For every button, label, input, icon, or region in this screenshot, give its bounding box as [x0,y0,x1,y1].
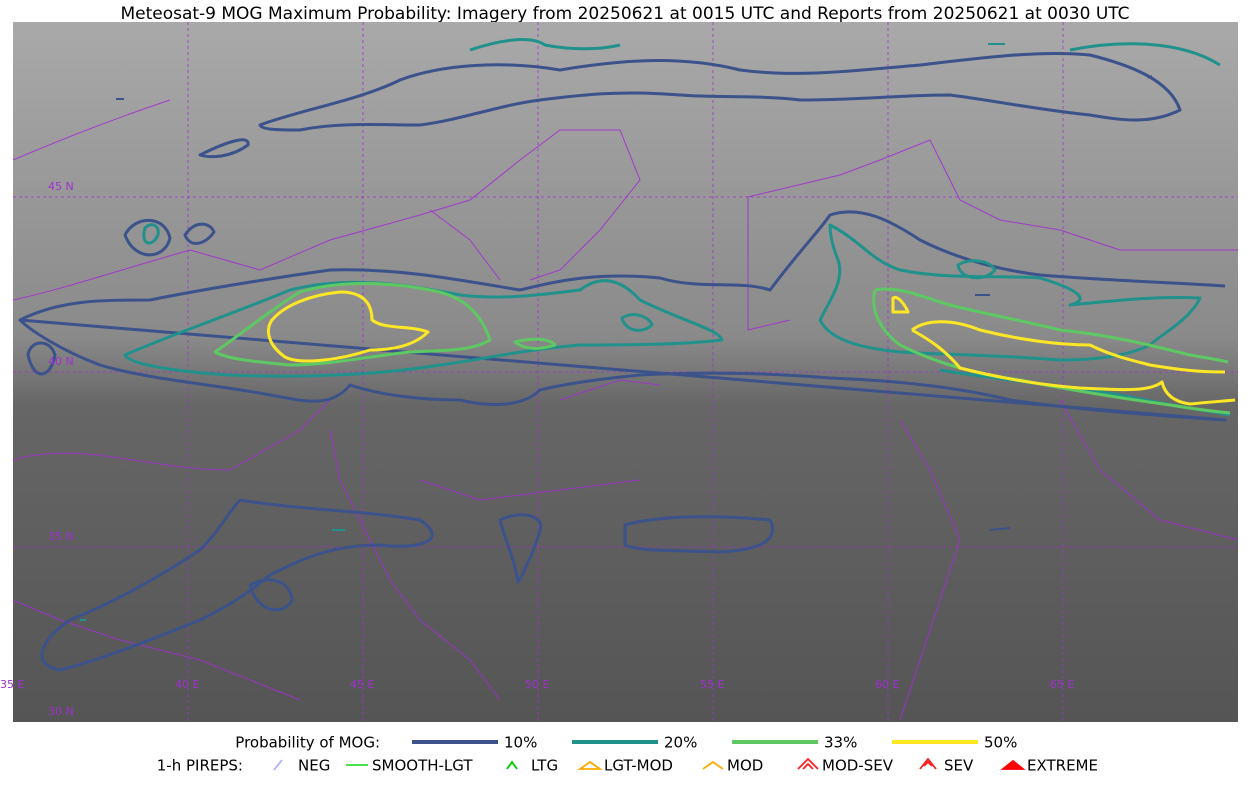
legend: Probability of MOG: 10% 20% 33% 50% 1-h PIREP… [157,734,1098,775]
lat-label: 45 N [48,180,74,193]
pirep-symbol [1000,759,1026,770]
legend-label: 50% [984,734,1017,752]
lon-label: 45 E [350,678,374,691]
pirep-symbol [506,760,518,770]
lat-label: 40 N [48,355,74,368]
legend-title: Probability of MOG: [235,734,380,752]
lon-label: 50 E [525,678,549,691]
legend-label: 33% [824,734,857,752]
pirep-symbol [919,757,937,770]
pirep-symbol [702,760,724,770]
legend-label: NEG [298,757,330,775]
legend-label: MOD-SEV [822,757,894,775]
pirep-symbol [797,757,819,770]
lat-label: 35 N [48,530,74,543]
lon-label: 60 E [875,678,899,691]
lon-label: 35 E [0,678,24,691]
pirep-symbol [577,760,603,770]
map: 45 N 40 N 35 N 30 N 35 E 40 E 45 E 50 E 55 E 60 E… [0,22,1239,722]
legend-label: SMOOTH-LGT [372,757,473,775]
pirep-symbol [273,759,283,771]
legend-label: 20% [664,734,697,752]
legend-label: MOD [727,757,763,775]
borders [12,99,1239,721]
lon-label: 55 E [700,678,724,691]
lon-label: 40 E [175,678,199,691]
legend-label: LGT-MOD [604,757,673,775]
legend-label: 10% [504,734,537,752]
contour-10 [18,210,1227,422]
legend-title: 1-h PIREPS: [157,757,243,775]
contours [18,38,1236,672]
legend-label: SEV [944,757,974,775]
grid-labels: 45 N 40 N 35 N 30 N 35 E 40 E 45 E 50 E 55 E 60 E… [0,180,1074,718]
lat-label: 30 N [48,705,74,718]
legend-label: LTG [531,757,558,775]
title: Meteosat-9 MOG Maximum Probability: Imag… [120,4,1129,24]
legend-label: EXTREME [1027,757,1098,775]
lon-label: 65 E [1050,678,1074,691]
